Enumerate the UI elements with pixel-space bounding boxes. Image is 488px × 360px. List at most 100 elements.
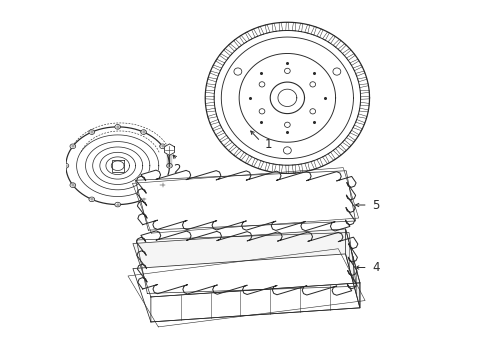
Polygon shape	[251, 158, 257, 167]
Polygon shape	[327, 152, 335, 160]
Ellipse shape	[141, 197, 146, 202]
Polygon shape	[285, 22, 288, 31]
Polygon shape	[322, 32, 329, 40]
Polygon shape	[304, 162, 309, 171]
Polygon shape	[327, 35, 335, 44]
Ellipse shape	[70, 144, 76, 149]
Polygon shape	[251, 29, 257, 37]
Polygon shape	[342, 140, 350, 147]
Polygon shape	[279, 165, 282, 173]
Polygon shape	[285, 165, 288, 174]
Polygon shape	[164, 144, 174, 156]
Text: 5: 5	[372, 198, 379, 212]
Polygon shape	[332, 148, 340, 156]
Polygon shape	[212, 125, 221, 131]
Polygon shape	[349, 59, 358, 66]
Ellipse shape	[283, 147, 291, 154]
Text: 3: 3	[146, 188, 154, 201]
Polygon shape	[271, 164, 276, 172]
Polygon shape	[360, 96, 369, 99]
Polygon shape	[219, 135, 228, 142]
Polygon shape	[228, 44, 236, 51]
Polygon shape	[342, 49, 350, 56]
Polygon shape	[207, 77, 217, 82]
Polygon shape	[357, 114, 366, 118]
Polygon shape	[239, 35, 246, 44]
Polygon shape	[360, 102, 368, 105]
Polygon shape	[239, 152, 246, 160]
Polygon shape	[151, 283, 359, 322]
Ellipse shape	[160, 183, 165, 188]
Polygon shape	[322, 156, 329, 164]
Polygon shape	[215, 59, 224, 66]
Polygon shape	[219, 54, 228, 60]
Polygon shape	[224, 49, 232, 56]
Polygon shape	[221, 37, 353, 159]
Text: 1: 1	[264, 138, 271, 151]
Polygon shape	[345, 229, 359, 308]
Text: 2: 2	[173, 163, 181, 176]
Polygon shape	[207, 114, 217, 118]
Polygon shape	[291, 22, 295, 31]
Ellipse shape	[332, 68, 340, 75]
Polygon shape	[206, 84, 215, 87]
Polygon shape	[310, 161, 316, 169]
Polygon shape	[359, 84, 367, 87]
Polygon shape	[359, 108, 367, 112]
Polygon shape	[264, 162, 269, 171]
Ellipse shape	[166, 163, 172, 168]
Polygon shape	[258, 27, 264, 35]
Polygon shape	[264, 24, 269, 33]
Polygon shape	[205, 90, 214, 94]
Polygon shape	[355, 120, 364, 125]
Polygon shape	[271, 23, 276, 32]
Polygon shape	[346, 54, 355, 60]
Polygon shape	[360, 90, 368, 94]
Polygon shape	[332, 39, 340, 47]
Polygon shape	[209, 71, 219, 76]
Ellipse shape	[115, 125, 121, 129]
Polygon shape	[206, 108, 215, 112]
Ellipse shape	[70, 183, 76, 188]
Polygon shape	[298, 164, 302, 172]
Polygon shape	[352, 125, 362, 131]
Polygon shape	[279, 22, 282, 31]
Polygon shape	[346, 135, 355, 142]
Polygon shape	[133, 229, 359, 297]
Polygon shape	[245, 32, 252, 40]
Polygon shape	[212, 65, 221, 71]
Polygon shape	[245, 156, 252, 164]
Polygon shape	[228, 144, 236, 152]
Polygon shape	[355, 71, 364, 76]
Polygon shape	[349, 130, 358, 136]
Ellipse shape	[160, 144, 165, 149]
Polygon shape	[209, 120, 219, 125]
Polygon shape	[310, 27, 316, 35]
Polygon shape	[337, 144, 346, 152]
Ellipse shape	[233, 68, 241, 75]
Polygon shape	[352, 65, 362, 71]
Polygon shape	[133, 254, 359, 322]
Polygon shape	[205, 102, 214, 105]
Polygon shape	[258, 161, 264, 169]
Polygon shape	[298, 23, 302, 32]
Polygon shape	[136, 231, 357, 295]
Polygon shape	[205, 96, 214, 99]
Ellipse shape	[89, 197, 95, 202]
Polygon shape	[337, 44, 346, 51]
Text: 4: 4	[372, 261, 379, 274]
Polygon shape	[304, 24, 309, 33]
Polygon shape	[136, 170, 355, 231]
Ellipse shape	[63, 163, 69, 168]
Polygon shape	[215, 130, 224, 136]
Polygon shape	[224, 140, 232, 147]
Polygon shape	[291, 165, 295, 173]
Polygon shape	[233, 148, 241, 156]
Polygon shape	[316, 158, 323, 167]
Polygon shape	[316, 29, 323, 37]
Ellipse shape	[89, 130, 95, 134]
Polygon shape	[357, 77, 366, 82]
Ellipse shape	[115, 202, 121, 207]
Polygon shape	[233, 39, 241, 47]
Ellipse shape	[141, 130, 146, 134]
